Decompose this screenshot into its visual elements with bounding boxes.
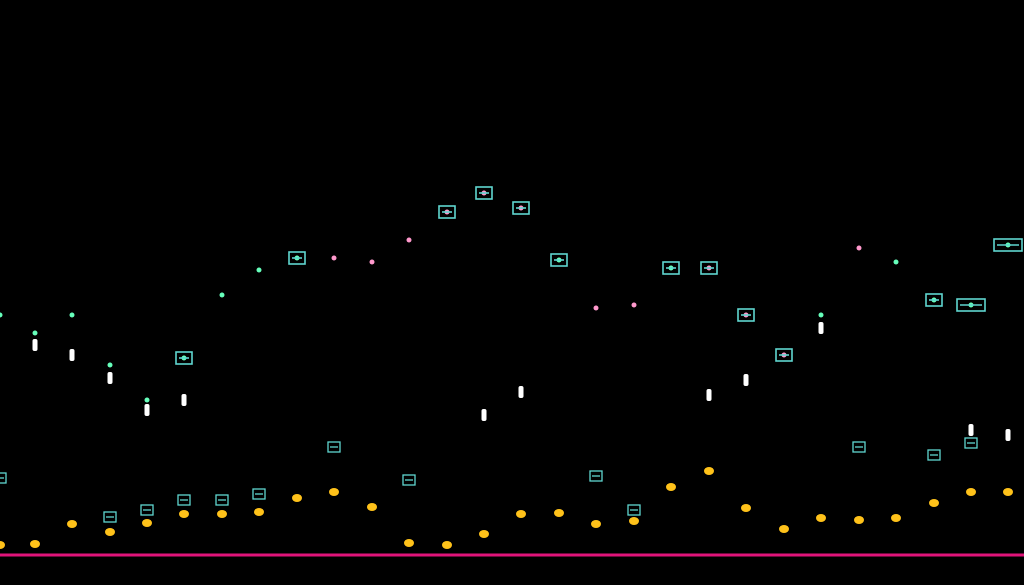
bracket-marker-icon [925, 293, 943, 307]
gold-dot-group [0, 467, 1013, 549]
bracket-marker-icon [402, 474, 416, 486]
gold-dot-icon [142, 519, 152, 527]
bracket-marker-icon [475, 186, 493, 200]
gold-dot-icon [292, 494, 302, 502]
gold-dot-icon [891, 514, 901, 522]
column-head [369, 259, 375, 265]
bracket-marker-icon [0, 472, 7, 484]
bracket-marker-icon [550, 253, 568, 267]
gold-dot-icon [479, 530, 489, 538]
column-head [631, 302, 637, 308]
bracket-marker-icon [852, 441, 866, 453]
gold-dot-icon [816, 514, 826, 522]
gold-dot-icon [254, 508, 264, 516]
gold-dot-icon [30, 540, 40, 548]
column-head [406, 237, 412, 243]
gold-dot-icon [554, 509, 564, 517]
column-head [331, 255, 337, 261]
gold-dot-icon [404, 539, 414, 547]
column-head [818, 312, 824, 318]
column-highlight [107, 372, 113, 384]
column-highlight [181, 394, 187, 406]
gold-dot-icon [779, 525, 789, 533]
bracket-marker-icon [737, 308, 755, 322]
gold-dot-icon [929, 499, 939, 507]
bracket-marker-icon [140, 504, 154, 516]
column-highlight [743, 374, 749, 386]
bracket-marker-icon [438, 205, 456, 219]
bracket-marker-icon [627, 504, 641, 516]
column-highlight [481, 409, 487, 421]
column-highlight [144, 404, 150, 416]
gold-dot-icon [854, 516, 864, 524]
column-highlight [706, 389, 712, 401]
column-highlight [69, 349, 75, 361]
column-head [893, 259, 899, 265]
column-head [0, 312, 3, 318]
column-head [107, 362, 113, 368]
bracket-marker-icon [700, 261, 718, 275]
gold-dot-icon [629, 517, 639, 525]
bracket-marker-icon [252, 488, 266, 500]
bracket-marker-icon [993, 238, 1023, 252]
bracket-marker-icon [589, 470, 603, 482]
gold-dot-icon [966, 488, 976, 496]
gold-dot-icon [591, 520, 601, 528]
gold-dot-icon [516, 510, 526, 518]
bracket-marker-icon [103, 511, 117, 523]
gold-dot-icon [704, 467, 714, 475]
bracket-marker-icon [662, 261, 680, 275]
gold-dot-icon [329, 488, 339, 496]
column-head [144, 397, 150, 403]
column-highlight [968, 424, 974, 436]
bracket-marker-icon [512, 201, 530, 215]
bracket-marker-icon [327, 441, 341, 453]
gold-dot-icon [741, 504, 751, 512]
bracket-marker-icon [175, 351, 193, 365]
bracket-marker-icon [927, 449, 941, 461]
column-head [256, 267, 262, 273]
gold-dot-icon [367, 503, 377, 511]
bracket-marker-icon [177, 494, 191, 506]
column-head [219, 292, 225, 298]
column-highlight [518, 386, 524, 398]
gold-dot-icon [179, 510, 189, 518]
bracket-marker-icon [288, 251, 306, 265]
gold-dot-icon [1003, 488, 1013, 496]
gold-dot-icon [0, 541, 5, 549]
column-head [593, 305, 599, 311]
column-highlight [1005, 429, 1011, 441]
gold-dot-icon [666, 483, 676, 491]
bracket-marker-icon [964, 437, 978, 449]
column-head [32, 330, 38, 336]
gold-dot-icon [442, 541, 452, 549]
bracket-marker-icon [775, 348, 793, 362]
column-highlight [818, 322, 824, 334]
gold-dot-icon [67, 520, 77, 528]
column-highlight [32, 339, 38, 351]
column-group [0, 186, 1023, 523]
gold-dot-icon [217, 510, 227, 518]
bracket-marker-icon [956, 298, 986, 312]
gold-dot-icon [105, 528, 115, 536]
bracket-marker-icon [215, 494, 229, 506]
column-head [69, 312, 75, 318]
column-head [856, 245, 862, 251]
